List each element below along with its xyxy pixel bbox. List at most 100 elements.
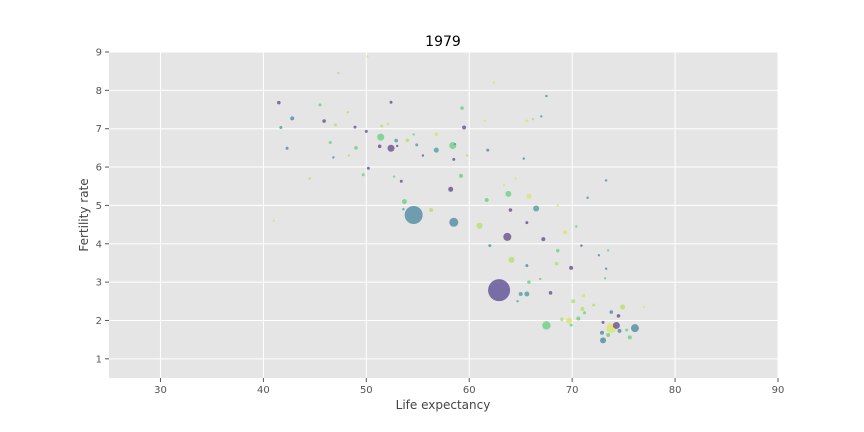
y-tick-label: 6	[96, 163, 102, 174]
x-tick-label: 40	[257, 385, 270, 396]
data-point	[492, 81, 496, 84]
data-point	[412, 133, 415, 136]
data-points	[272, 55, 646, 344]
x-tick-label: 50	[360, 385, 373, 396]
data-point	[308, 177, 311, 180]
y-tick-label: 1	[96, 354, 102, 365]
data-point	[347, 154, 351, 157]
data-point	[604, 179, 608, 182]
y-tick-label: 4	[96, 239, 102, 250]
data-point	[377, 144, 382, 149]
data-point	[290, 116, 295, 121]
data-point	[525, 264, 529, 268]
data-point	[522, 157, 525, 160]
data-point	[366, 166, 370, 170]
data-point	[601, 320, 605, 324]
data-point	[612, 321, 620, 329]
data-point	[604, 267, 608, 270]
data-point	[525, 221, 529, 225]
x-tick-label: 90	[772, 385, 785, 396]
data-point	[277, 100, 281, 105]
data-point	[540, 115, 543, 118]
data-point	[545, 94, 548, 98]
data-point	[580, 306, 585, 311]
data-point	[395, 144, 399, 148]
data-point	[448, 186, 454, 192]
data-point	[462, 125, 467, 130]
data-point	[434, 132, 439, 137]
data-point	[389, 100, 393, 104]
data-point	[453, 142, 457, 146]
y-tick-label: 8	[96, 86, 102, 97]
data-point	[353, 125, 357, 129]
data-point	[452, 157, 456, 161]
data-point	[600, 337, 607, 344]
chart-title: 1979	[425, 34, 461, 50]
data-point	[620, 304, 626, 310]
data-point	[364, 129, 368, 133]
data-point	[333, 123, 337, 127]
data-point	[415, 143, 419, 147]
data-point	[366, 55, 369, 58]
data-point	[377, 133, 385, 141]
data-point	[542, 321, 551, 330]
data-point	[541, 237, 546, 242]
data-point	[476, 222, 483, 229]
x-tick-label: 60	[463, 385, 476, 396]
data-point	[548, 291, 553, 295]
data-point	[322, 119, 326, 123]
data-point	[484, 198, 489, 203]
data-point	[643, 305, 646, 309]
data-point	[580, 244, 583, 247]
data-point	[533, 205, 540, 212]
data-point	[539, 277, 542, 281]
data-point	[318, 103, 322, 107]
data-point	[525, 119, 529, 123]
data-point	[576, 316, 581, 321]
data-point	[527, 280, 531, 284]
x-axis-ticks: 30 40 50 60 70 80 90	[154, 378, 784, 396]
data-point	[488, 279, 511, 302]
data-point	[503, 232, 512, 241]
data-point	[554, 261, 559, 266]
data-point	[460, 106, 464, 110]
data-point	[566, 317, 573, 324]
data-point	[627, 335, 632, 340]
data-point	[332, 156, 335, 159]
x-tick-label: 30	[154, 385, 167, 396]
y-axis-label: Fertility rate	[77, 178, 91, 251]
data-point	[575, 225, 578, 228]
data-point	[524, 291, 530, 297]
data-point	[433, 147, 439, 153]
data-point	[386, 122, 390, 126]
data-point	[531, 117, 535, 121]
data-point	[405, 138, 410, 143]
data-point	[392, 175, 396, 178]
data-point	[483, 119, 486, 123]
data-point	[328, 141, 332, 145]
data-point	[272, 219, 275, 222]
data-point	[562, 230, 567, 235]
data-point	[555, 248, 560, 253]
data-point	[560, 317, 564, 322]
data-point	[421, 154, 425, 157]
data-point	[508, 256, 515, 263]
data-point	[606, 333, 611, 338]
data-point	[617, 328, 622, 333]
y-tick-label: 2	[96, 316, 102, 327]
x-tick-label: 70	[566, 385, 579, 396]
data-point	[597, 254, 601, 257]
x-axis-label: Life expectancy	[396, 398, 491, 412]
data-point	[581, 293, 586, 298]
data-point	[503, 184, 506, 187]
data-point	[361, 173, 365, 177]
data-point	[337, 71, 340, 75]
data-point	[556, 204, 559, 207]
data-point	[569, 323, 573, 327]
data-point	[346, 111, 349, 114]
plot-area	[109, 52, 778, 378]
y-tick-label: 7	[96, 124, 102, 135]
data-point	[606, 249, 610, 252]
data-point	[625, 328, 629, 332]
